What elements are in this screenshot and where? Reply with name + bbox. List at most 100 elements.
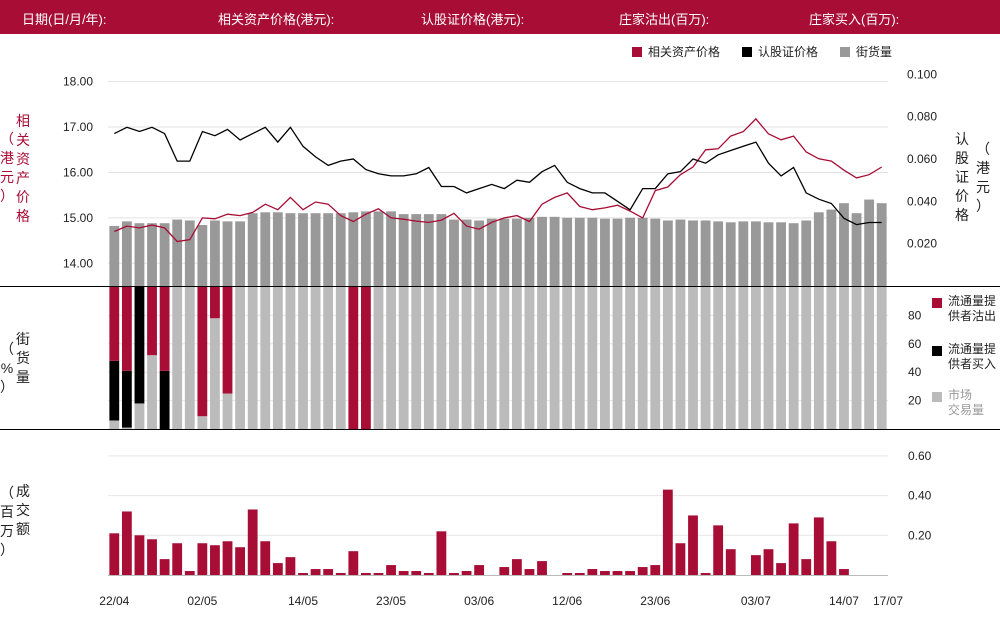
mm-buy-bar — [134, 287, 145, 404]
outstanding-bar — [688, 220, 698, 286]
left-price-tick: 17.00 — [63, 120, 93, 134]
market-volume-bar — [398, 287, 409, 429]
turnover-bar — [776, 563, 786, 575]
outstanding-bar — [587, 217, 598, 286]
market-volume-bar — [600, 287, 610, 429]
left-price-tick: 14.00 — [63, 256, 93, 270]
turnover-bar — [625, 571, 636, 575]
x-tick-label: 12/06 — [552, 594, 582, 608]
market-volume-bar — [801, 287, 812, 429]
right-price-tick: 0.020 — [907, 237, 937, 251]
date-label: 日期(日/月/年): — [22, 12, 107, 27]
right-price-tick: 0.080 — [907, 110, 937, 124]
outstanding-bar — [235, 221, 246, 286]
legend-item-underlying: 相关资产价格 — [631, 43, 720, 60]
outstanding-bar — [461, 219, 472, 286]
outstanding-bar — [625, 217, 636, 286]
outstanding-bar — [197, 225, 208, 286]
warrant-price-label: 认股证价格(港元): — [421, 12, 525, 27]
market-volume-bar — [260, 287, 271, 429]
turnover-bar — [386, 565, 396, 575]
market-volume-bar — [235, 287, 246, 429]
turnover-bar — [511, 559, 522, 575]
price-legend: 相关资产价格 认股证价格 街货量 — [631, 43, 892, 60]
legend-swatch — [932, 346, 942, 356]
outstanding-bar — [600, 218, 610, 286]
outstanding-bar — [272, 212, 283, 286]
turnover-bar — [675, 543, 686, 575]
outstanding-bar — [864, 199, 875, 286]
outstanding-bar — [776, 222, 786, 286]
turnover-bar — [147, 539, 157, 575]
market-volume-bar — [134, 403, 145, 429]
right-price-tick: 0.100 — [907, 67, 937, 81]
market-volume-bar — [335, 287, 346, 429]
turnover-bar — [121, 511, 132, 575]
outstanding-bar — [159, 223, 170, 286]
outstanding-bar — [373, 211, 384, 286]
x-tick-label: 02/05 — [187, 594, 217, 608]
legend-label: 市场 交易量 — [948, 388, 985, 417]
turnover-bar — [373, 573, 384, 575]
outstanding-bar — [298, 213, 308, 286]
right-price-axis-label: 认 股 证 价 格 — [955, 131, 969, 223]
turnover-bar — [587, 569, 598, 575]
market-volume-bar — [549, 287, 560, 429]
outstanding-bar — [411, 214, 422, 286]
turnover-bar — [839, 569, 849, 575]
market-volume-bar — [876, 287, 887, 429]
outstanding-bar — [449, 219, 459, 286]
outstanding-bar — [675, 219, 686, 286]
left-price-axis-label: 相 关 资 产 价 格 — [16, 113, 30, 224]
market-volume-bar — [725, 287, 736, 429]
mm-sell-bar — [121, 287, 132, 371]
right-price-axis-unit: （ 港 元 ） — [976, 141, 990, 214]
outstanding-bar — [876, 203, 887, 286]
turnover-bar — [537, 561, 547, 575]
market-volume-bar — [839, 287, 849, 429]
outstanding-bar — [474, 220, 485, 286]
outstanding-bar — [172, 219, 183, 286]
turnover-bar — [436, 531, 447, 575]
turnover-bar — [499, 567, 510, 575]
outstanding-bar — [260, 212, 271, 286]
turnover-bar — [109, 533, 120, 575]
market-volume-bar — [738, 287, 749, 429]
mm-sell-bar — [147, 287, 157, 356]
market-volume-bar — [486, 287, 497, 429]
market-volume-bar — [247, 287, 258, 429]
outstanding-bar — [386, 211, 396, 286]
mm-sell-bar — [109, 287, 120, 361]
outstanding-bar — [285, 213, 296, 286]
share-tick: 60 — [908, 337, 922, 351]
outstanding-bar — [801, 220, 812, 286]
turnover-bar — [159, 559, 170, 575]
share-tick: 20 — [908, 394, 922, 408]
outstanding-bar — [738, 221, 749, 286]
market-volume-bar — [197, 416, 208, 429]
turnover-bar — [813, 517, 824, 575]
turnover-bar — [612, 571, 623, 575]
turnover-bar — [725, 549, 736, 575]
turnover-bar — [662, 489, 673, 575]
outstanding-bar — [398, 214, 409, 286]
turnover-bar — [826, 541, 837, 575]
market-volume-bar — [587, 287, 598, 429]
market-volume-bar — [310, 287, 321, 429]
turnover-bar — [272, 563, 283, 575]
outstanding-bar — [537, 216, 547, 286]
turnover-bar — [461, 571, 472, 575]
market-volume-bar — [285, 287, 296, 429]
outstanding-bar — [524, 217, 535, 286]
market-volume-bar — [776, 287, 786, 429]
market-volume-bar — [813, 287, 824, 429]
turnover-bar — [713, 525, 724, 575]
turnover-bar — [411, 571, 422, 575]
market-volume-bar — [172, 287, 183, 429]
turnover-bar — [600, 571, 610, 575]
turnover-bar — [172, 543, 183, 575]
left-price-tick: 16.00 — [63, 165, 93, 179]
market-volume-bar — [511, 287, 522, 429]
outstanding-bar — [763, 222, 774, 286]
